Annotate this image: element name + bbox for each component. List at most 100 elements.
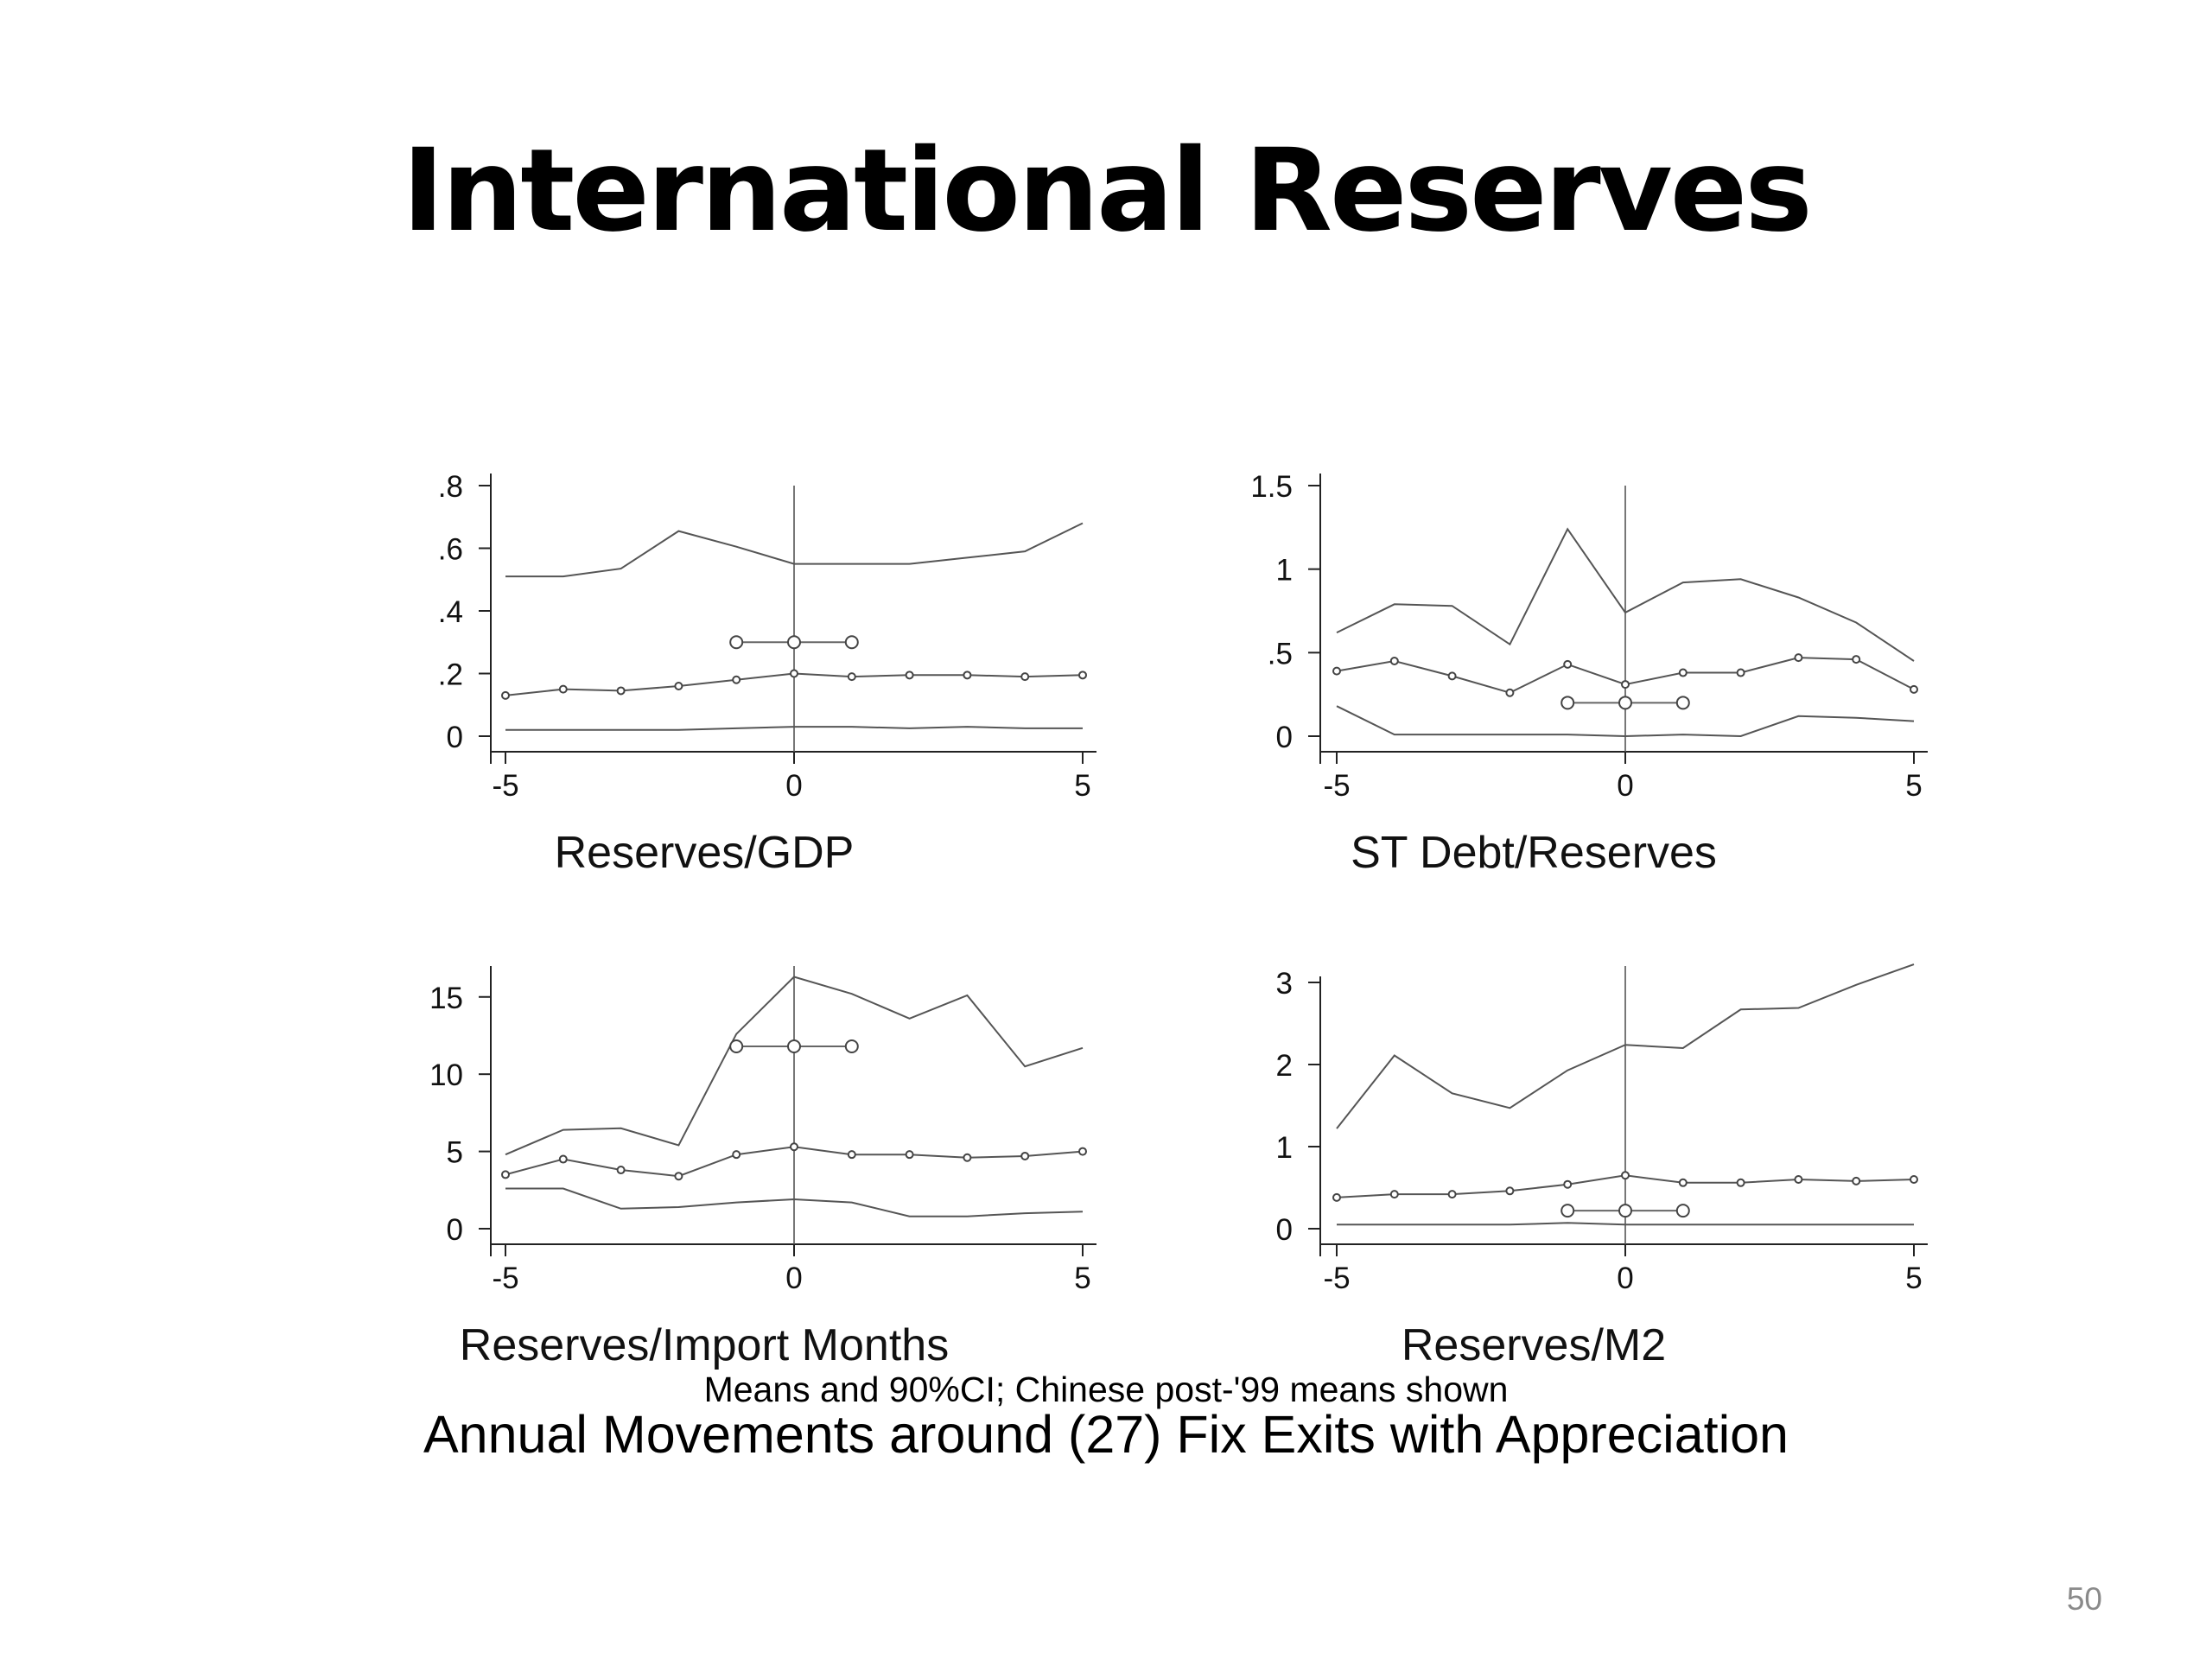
mean-point bbox=[1078, 671, 1087, 680]
china-mean-point bbox=[1618, 1204, 1632, 1218]
mean-point bbox=[847, 672, 856, 682]
y-tick-label: 2 bbox=[1276, 1049, 1293, 1083]
x-tick-label: 0 bbox=[1617, 1262, 1633, 1295]
x-tick-label: 0 bbox=[1617, 769, 1633, 803]
panel-label: Reserves/M2 bbox=[1402, 1320, 1666, 1370]
mean-point bbox=[1563, 659, 1573, 669]
mean-point bbox=[1505, 688, 1515, 697]
mean-point bbox=[501, 1170, 510, 1179]
panel-label: ST Debt/Reserves bbox=[1351, 828, 1717, 878]
x-tick-label: -5 bbox=[492, 769, 518, 803]
china-mean-point bbox=[729, 635, 744, 650]
mean-point bbox=[1389, 1190, 1399, 1199]
mean-point bbox=[1910, 1175, 1918, 1184]
x-tick-label: -5 bbox=[1323, 769, 1350, 803]
chart-panel-reserves-gdp: 0 .2 .4 .6 .8 -5 0 5 Reserves/GDP bbox=[438, 470, 1096, 878]
mean-point bbox=[674, 682, 683, 690]
mean-point bbox=[674, 1172, 683, 1181]
mean-point bbox=[790, 669, 798, 678]
x-tick-label: 5 bbox=[1905, 1262, 1922, 1295]
y-tick-label: 10 bbox=[429, 1058, 463, 1092]
china-mean-point bbox=[1560, 696, 1575, 710]
china-mean-point bbox=[1560, 1204, 1575, 1218]
y-tick-label: .5 bbox=[1268, 637, 1293, 671]
x-tick-label: 5 bbox=[1074, 1262, 1090, 1295]
x-tick-label: -5 bbox=[1323, 1262, 1350, 1295]
series-line-lower bbox=[1336, 705, 1915, 738]
y-tick-label: 5 bbox=[447, 1136, 463, 1170]
y-tick-label: .6 bbox=[438, 533, 463, 567]
mean-point bbox=[1078, 1147, 1087, 1156]
y-tick-label: .4 bbox=[438, 595, 463, 629]
y-tick-label: 0 bbox=[447, 1213, 463, 1247]
y-tick-label: 1.5 bbox=[1250, 470, 1293, 504]
mean-point bbox=[732, 1150, 741, 1160]
china-mean-point bbox=[1675, 1204, 1690, 1218]
mean-point bbox=[1794, 653, 1803, 663]
x-tick-label: 0 bbox=[785, 769, 802, 803]
mean-point bbox=[963, 671, 972, 680]
mean-point bbox=[1020, 672, 1030, 682]
mean-point bbox=[558, 684, 568, 694]
china-mean-point bbox=[844, 1039, 859, 1053]
x-tick-label: 5 bbox=[1074, 769, 1090, 803]
mean-point bbox=[1910, 684, 1918, 694]
mean-point bbox=[847, 1150, 856, 1160]
mean-point bbox=[1332, 1192, 1341, 1202]
mean-point bbox=[1563, 1179, 1573, 1189]
y-tick-label: 0 bbox=[1276, 721, 1293, 754]
mean-point bbox=[1678, 1178, 1688, 1187]
series-line-upper bbox=[1336, 963, 1915, 1129]
mean-point bbox=[790, 1142, 798, 1152]
mean-point bbox=[1020, 1151, 1030, 1160]
y-tick-label: 3 bbox=[1276, 967, 1293, 1001]
series-line-lower bbox=[505, 1187, 1084, 1217]
y-tick-label: 1 bbox=[1276, 1131, 1293, 1165]
mean-point bbox=[501, 690, 510, 700]
china-mean-point bbox=[1675, 696, 1690, 710]
figure-caption: Annual Movements around (27) Fix Exits w… bbox=[423, 1405, 1789, 1464]
mean-point bbox=[905, 1150, 914, 1160]
y-tick-label: .8 bbox=[438, 470, 463, 504]
y-tick-label: 0 bbox=[447, 721, 463, 754]
mean-point bbox=[732, 675, 741, 684]
panel-label: Reserves/GDP bbox=[555, 828, 855, 878]
series-line-upper bbox=[1336, 527, 1915, 662]
mean-point bbox=[1389, 657, 1399, 665]
mean-point bbox=[1621, 1171, 1630, 1180]
china-mean-point bbox=[787, 635, 801, 650]
series-line-lower bbox=[1337, 1222, 1914, 1226]
china-mean-point bbox=[844, 635, 859, 650]
x-tick-label: -5 bbox=[492, 1262, 518, 1295]
series-line-upper bbox=[505, 522, 1084, 578]
slide-title: International Reserves bbox=[402, 124, 1813, 257]
mean-point bbox=[558, 1154, 568, 1164]
chart-panel-reserves-m2: 0 1 2 3 -5 0 5 Reserves/M2 bbox=[1276, 963, 1928, 1370]
mean-point bbox=[1794, 1175, 1803, 1184]
y-tick-label: 1 bbox=[1276, 554, 1293, 588]
page-number: 50 bbox=[2066, 1581, 2102, 1617]
chart-footnote: Means and 90%CI; Chinese post-'99 means … bbox=[703, 1370, 1509, 1409]
china-mean-point bbox=[787, 1039, 801, 1053]
x-tick-label: 0 bbox=[785, 1262, 802, 1295]
series-line-upper bbox=[505, 976, 1084, 1156]
china-mean-point bbox=[1618, 696, 1632, 710]
y-tick-label: .2 bbox=[438, 658, 463, 692]
mean-point bbox=[1736, 668, 1745, 677]
mean-point bbox=[1678, 668, 1688, 677]
mean-point bbox=[1447, 671, 1457, 681]
mean-point bbox=[963, 1153, 972, 1162]
y-tick-label: 0 bbox=[1276, 1213, 1293, 1247]
y-tick-label: 15 bbox=[429, 982, 463, 1015]
mean-point bbox=[1505, 1186, 1515, 1196]
mean-point bbox=[1736, 1178, 1745, 1187]
mean-point bbox=[1621, 680, 1630, 690]
panel-label: Reserves/Import Months bbox=[460, 1320, 949, 1370]
series-line-lower bbox=[505, 726, 1083, 731]
mean-point bbox=[616, 1166, 626, 1175]
china-mean-point bbox=[729, 1039, 744, 1053]
mean-point bbox=[1332, 666, 1341, 676]
x-tick-label: 5 bbox=[1905, 769, 1922, 803]
chart-panel-reserves-import-months: 0 5 10 15 -5 0 5 Reserves/Import Months bbox=[429, 966, 1096, 1370]
